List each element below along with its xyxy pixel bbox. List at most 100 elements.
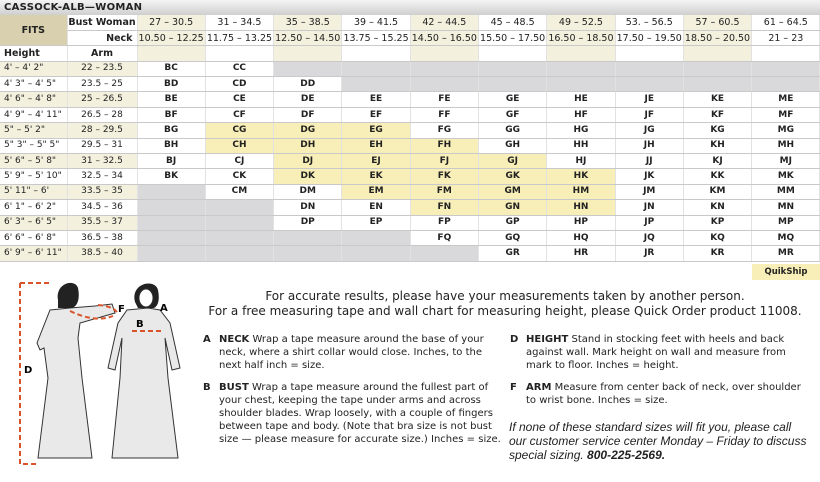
arm-range: 32.5 – 34 [67,168,138,185]
size-code: JH [615,138,684,155]
bust-label: Bust Woman [67,15,138,31]
size-code: CE [205,91,275,108]
arm-range: 22 – 23.5 [67,61,138,78]
unavailable-cell [546,76,616,93]
size-code: GN [478,199,548,216]
blank-cell [751,45,820,62]
neck-range: 13.75 – 15.25 [341,30,411,47]
height-range: 6' 6" – 6' 8" [0,230,68,247]
size-code: HG [546,122,616,139]
size-code: GH [478,138,548,155]
table-row: 6' 1" – 6' 2" 34.5 – 36 DN EN FN GN HN JN KN MN [0,199,820,216]
unavailable-cell [205,199,275,216]
size-code: CD [205,76,275,93]
size-code: EE [341,91,411,108]
label-d: D [24,365,32,376]
table-row: 6' 9" – 6' 11" 38.5 – 40 GR HR JR KR MR [0,245,820,262]
height-range: 6' 1" – 6' 2" [0,199,68,216]
neck-range: 18.50 – 20.50 [683,30,753,47]
size-code: JK [615,168,684,185]
size-code: KH [683,138,753,155]
size-code: GE [478,91,548,108]
size-code: DD [273,76,343,93]
size-code: JP [615,215,684,231]
size-code: FE [410,91,479,108]
height-range: 4' 3" – 4' 5" [0,76,68,93]
unavailable-cell [205,245,275,262]
bust-range: 61 – 64.5 [751,15,820,31]
size-code: BF [137,107,206,124]
arm-range: 23.5 – 25 [67,76,138,93]
neck-range: 12.50 – 14.50 [273,30,343,47]
quikship-legend: QuikShip [752,264,820,280]
blank-cell [273,45,343,62]
size-code: JN [615,199,684,216]
unavailable-cell [137,245,206,262]
size-code: CG [205,122,275,139]
instruction-neck: A NECK Wrap a tape measure around the bas… [203,334,484,371]
height-range: 6' 3" – 6' 5" [0,215,68,231]
height-range: 4' 6" – 4' 8" [0,91,68,108]
fits-label: FITS [0,15,68,47]
size-code: FM [410,184,479,201]
bust-range: 53. – 56.5 [615,15,684,31]
bust-range: 27 – 30.5 [137,15,206,31]
table-row: 5' 6" – 5' 8" 31 – 32.5 BJ CJ DJ EJ FJ GJ HJ JJ KJ… [0,153,820,170]
size-code: KF [683,107,753,124]
size-code: DF [273,107,343,124]
size-code: BC [137,61,206,78]
table-row: 5' 11" – 6' 33.5 – 35 CM DM EM FM GM HM JM KM MM [0,184,820,201]
header-row-bust: FITS Bust Woman 27 – 30.5 31 – 34.5 35 – 38.… [0,15,820,47]
neck-range: 16.50 – 18.50 [546,30,616,47]
table-row: 6' 3" – 6' 5" 35.5 – 37 DP EP FP GP HP JP KP MP [0,215,820,231]
size-code: GF [478,107,548,124]
chart-title: CASSOCK-ALB—WOMAN [0,0,820,15]
size-code: GG [478,122,548,139]
size-code: MM [751,184,820,201]
arm-range: 34.5 – 36 [67,199,138,216]
arm-label: Arm [67,45,138,62]
size-code: BH [137,138,206,155]
size-chart-table: FITS Bust Woman 27 – 30.5 31 – 34.5 35 – 38.… [0,15,820,262]
size-code: DN [273,199,343,216]
table-row: 4' 9" – 4' 11" 26.5 – 28 BF CF DF EF FF GF HF JF K… [0,107,820,124]
unavailable-cell [341,61,411,78]
size-code: FF [410,107,479,124]
unavailable-cell [751,61,820,78]
size-code: KJ [683,153,753,170]
size-code: MP [751,215,820,231]
table-row: 6' 6" – 6' 8" 36.5 – 38 FQ GQ HQ JQ KQ MQ [0,230,820,247]
header-row-height-arm: Height Arm [0,45,820,62]
unavailable-cell [478,61,548,78]
unavailable-cell [683,61,753,78]
size-code: EJ [341,153,411,170]
neck-label: Neck [67,30,138,47]
neck-range: 14.50 – 16.50 [410,30,479,47]
headline-accurate-results: For accurate results, please have your m… [265,289,745,303]
size-code: HH [546,138,616,155]
size-code: FQ [410,230,479,247]
size-code: KQ [683,230,753,247]
unavailable-cell [615,61,684,78]
size-code: GJ [478,153,548,170]
instruction-bust: B BUST Wrap a tape measure around the ful… [203,382,501,445]
bust-range: 39 – 41.5 [341,15,411,31]
arm-range: 29.5 – 31 [67,138,138,155]
size-code: MF [751,107,820,124]
size-code: EM [341,184,411,201]
size-code: MN [751,199,820,216]
size-code: DG [273,122,343,139]
size-code: FJ [410,153,479,170]
size-code: KK [683,168,753,185]
size-code: BK [137,168,206,185]
unavailable-cell [341,230,411,247]
size-code: MK [751,168,820,185]
table-row: 5' 9" – 5' 10" 32.5 – 34 BK CK DK EK FK GK HK JK K… [0,168,820,185]
size-code: MH [751,138,820,155]
size-code: CH [205,138,275,155]
size-code: JE [615,91,684,108]
size-code: KE [683,91,753,108]
size-code: HQ [546,230,616,247]
bust-range: 31 – 34.5 [205,15,275,31]
unavailable-cell [273,230,343,247]
